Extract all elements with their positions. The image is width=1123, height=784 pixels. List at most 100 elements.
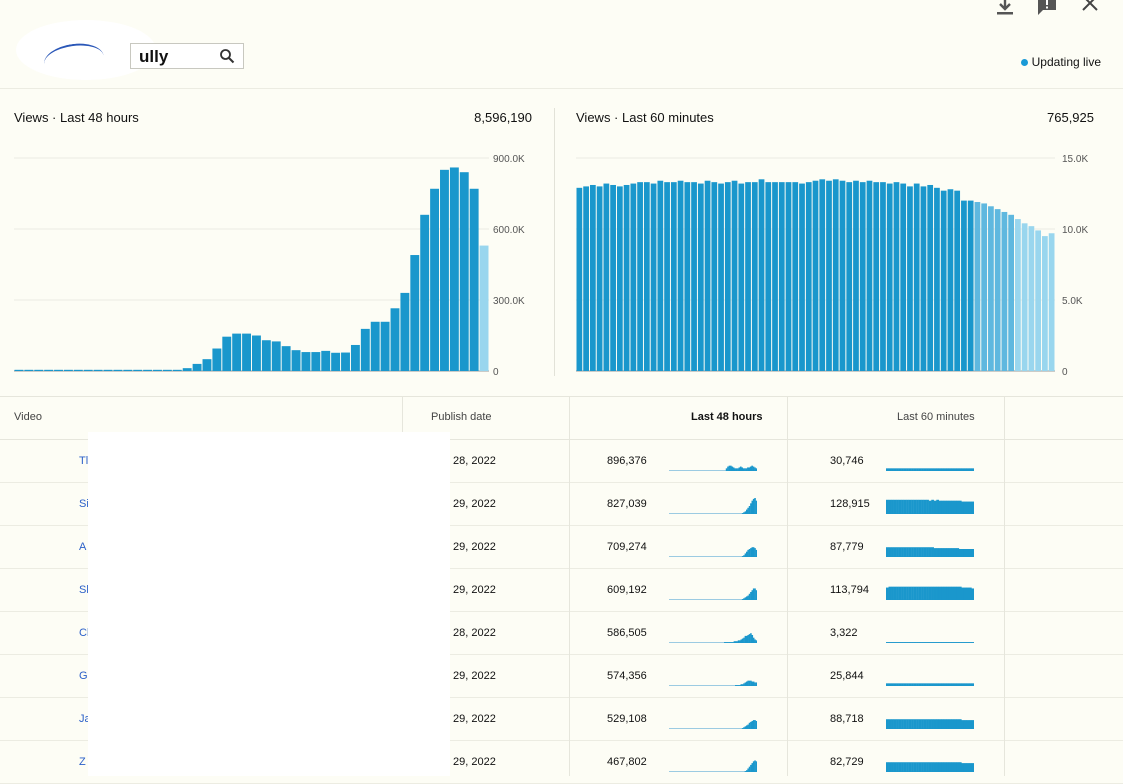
chart-bar[interactable] [961,200,967,371]
chart-bar[interactable] [610,184,616,371]
chart-bar[interactable] [380,321,390,371]
chart-bar[interactable] [913,183,920,371]
video-title-link[interactable]: Si [79,498,89,510]
chart-bar[interactable] [711,182,718,371]
table-row[interactable]: A 29, 2022 709,274 87,779 [0,526,1123,569]
chart-bar[interactable] [907,186,913,371]
chart-bar[interactable] [440,169,449,371]
chart-bar[interactable] [812,180,819,371]
chart-bar[interactable] [731,180,738,371]
chart-bar[interactable] [123,369,133,371]
chart-bar[interactable] [331,352,341,371]
chart-bar[interactable] [301,352,311,371]
chart-bar[interactable] [718,183,724,371]
chart-bar[interactable] [350,344,360,371]
chart-bar[interactable] [724,182,731,371]
chart-bar[interactable] [778,182,785,371]
video-title-link[interactable]: Ja [79,713,91,725]
chart-bar[interactable] [643,182,650,371]
video-title-link[interactable]: Cl [79,627,90,639]
chart-bar[interactable] [940,190,947,371]
header-publish-date[interactable]: Publish date [431,411,492,423]
chart-bar[interactable] [920,186,927,371]
chart-bar[interactable] [162,369,172,371]
chart-bar[interactable] [981,203,988,371]
chart-bar[interactable] [34,369,44,371]
chart-bar[interactable] [172,369,182,371]
video-title-link[interactable]: Tl [79,455,89,467]
video-title-link[interactable]: G [79,670,88,682]
chart-bar[interactable] [664,182,670,371]
chart-bar[interactable] [819,179,826,371]
chart-bar[interactable] [1021,223,1028,371]
chart-bar[interactable] [410,255,420,371]
chart-bar[interactable] [657,180,664,371]
chart-bar[interactable] [232,333,242,371]
chart-bar[interactable] [745,182,751,371]
chart-bar[interactable] [271,341,281,371]
chart-bar[interactable] [469,188,479,371]
table-row[interactable]: Tl 28, 2022 896,376 30,746 [0,440,1123,483]
header-last-60-minutes[interactable]: Last 60 minutes [897,411,975,423]
chart-bar[interactable] [281,346,291,371]
chart-bar[interactable] [576,187,583,371]
chart-bar[interactable] [684,182,691,371]
chart-bar[interactable] [261,340,271,371]
chart-bar[interactable] [341,352,350,371]
chart-bar[interactable] [1048,233,1055,371]
chart-bar[interactable] [143,369,153,371]
chart-bar[interactable] [974,202,981,371]
table-row[interactable]: G 29, 2022 574,356 25,844 [0,655,1123,698]
video-title-link[interactable]: A [79,541,87,553]
chart-bar[interactable] [799,183,805,371]
chart-bar[interactable] [758,179,765,371]
chart-bar[interactable] [637,182,643,371]
table-row[interactable]: Sl 29, 2022 609,192 113,794 [0,569,1123,612]
chart-bar[interactable] [430,188,440,371]
chart-bar[interactable] [1001,211,1008,371]
chart-bar[interactable] [603,183,610,371]
chart-bar[interactable] [83,369,93,371]
chart-bar[interactable] [853,180,859,371]
chart-bar[interactable] [390,308,400,371]
chart-bar[interactable] [859,182,866,371]
chart-bar[interactable] [291,350,301,371]
chart-bar[interactable] [1008,214,1015,371]
table-row[interactable]: Si 29, 2022 827,039 128,915 [0,483,1123,526]
chart-bar[interactable] [927,184,934,371]
chart-bar[interactable] [765,182,772,371]
chart-bar[interactable] [1035,230,1042,371]
chart-bar[interactable] [934,187,940,371]
chart-bar[interactable] [54,369,63,371]
chart-bar[interactable] [697,183,704,371]
chart-bar[interactable] [459,172,469,371]
chart-bar[interactable] [311,352,321,371]
chart-bar[interactable] [222,336,232,371]
chart-bar[interactable] [832,179,839,371]
chart-bar[interactable] [805,182,812,371]
chart-bar[interactable] [1028,226,1035,371]
chart-bar[interactable] [589,184,596,371]
search-input[interactable]: ully [130,43,244,69]
chart-bar[interactable] [738,183,745,371]
chart-bar[interactable] [677,180,684,371]
chart-bar[interactable] [839,180,846,371]
table-row[interactable]: Ja 29, 2022 529,108 88,718 [0,698,1123,741]
chart-bar[interactable] [212,348,222,371]
search-icon[interactable] [219,48,235,64]
chart-bar[interactable] [616,186,623,371]
chart-bar[interactable] [133,369,143,371]
chart-bar[interactable] [893,182,900,371]
chart-bar[interactable] [873,182,880,371]
chart-bar[interactable] [954,190,961,371]
chart-bar[interactable] [420,214,430,371]
chart-bar[interactable] [73,369,83,371]
chart-bar[interactable] [988,206,994,371]
chart-bar[interactable] [103,369,113,371]
chart-bar[interactable] [14,369,24,371]
download-icon[interactable] [994,0,1016,18]
chart-bar[interactable] [479,245,489,371]
chart-bar[interactable] [1015,219,1021,371]
chart-bar[interactable] [886,183,893,371]
chart-bar[interactable] [583,186,589,371]
